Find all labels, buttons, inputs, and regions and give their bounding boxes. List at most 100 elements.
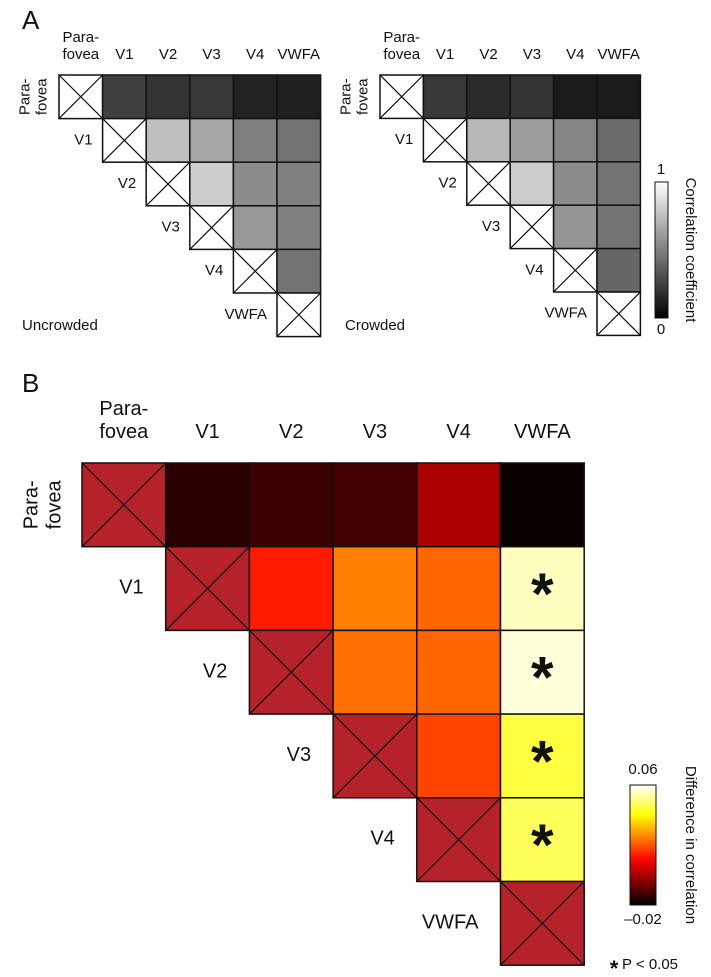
column-label-line: V1 [115,46,133,63]
heatmap-cell [189,117,235,163]
row-label-line: V2 [438,174,456,191]
panel-annotation: Uncrowded [22,317,98,334]
row-label: VWFA [544,305,587,322]
row-label-line: V3 [161,219,179,236]
panel-letter: A [22,5,40,35]
heatmap-cell [232,161,278,207]
diagonal-cross [189,205,234,250]
colorbar-tick-label: 0 [657,321,665,338]
row-label-line: V4 [370,828,394,850]
heatmap-cell [416,462,502,548]
column-label: Para-fovea [99,398,149,443]
heatmap-cell [248,462,334,548]
heatmap-cell [509,74,555,120]
heatmap-cell [145,74,191,120]
colorbar-tick-label: –0.02 [624,911,662,928]
column-label-line: V1 [195,421,219,443]
colorbar-label: Correlation coefficient [682,178,699,324]
heatmap-cell [276,205,322,251]
colorbar-label: Difference in correlation [682,766,699,924]
row-label-line: Para- [21,480,43,529]
heatmap-cell [276,117,322,163]
column-label: V3 [363,421,387,443]
row-label: VWFA [224,306,267,323]
heatmap-cell [416,713,502,799]
column-label: V1 [115,46,133,63]
heatmap-cell [145,117,191,163]
heatmap-cell [509,161,555,206]
row-label-line: V1 [395,131,413,148]
column-label: Para-fovea [383,29,420,63]
row-label: V1 [74,131,92,148]
row-label: V2 [438,174,456,191]
note-marker: * [610,956,619,977]
colorbar [629,784,657,906]
heatmap-cell [332,545,418,632]
column-label-line: V2 [159,46,177,63]
row-label: V4 [205,262,223,279]
diagonal-cross [553,248,598,293]
row-label-line: VWFA [224,306,267,323]
diagonal-cross [165,546,250,631]
column-label-line: V1 [436,46,454,63]
heatmap-cell [596,74,642,120]
heatmap-cell [499,629,585,715]
heatmap-cell [596,204,642,250]
column-label: VWFA [597,46,640,63]
heatmap-cell [499,545,585,632]
column-label-line: VWFA [597,46,640,63]
column-label-line: V2 [279,421,303,443]
column-label-line: Para- [99,398,148,420]
column-label-line: fovea [383,46,420,63]
column-label: V1 [436,46,454,63]
diagonal-cross [276,292,322,338]
row-label: VWFA [422,912,479,934]
heatmap-cell [189,74,235,120]
column-label-line: V4 [246,46,264,63]
column-label-line: V2 [479,46,497,63]
heatmap-cell [232,117,278,163]
heatmap-cell [422,74,468,120]
column-label: VWFA [514,421,571,443]
row-label: V2 [118,175,136,192]
diagonal-cross [500,881,585,966]
row-label: V3 [482,218,500,235]
heatmap-cell [276,248,322,294]
column-label-line: fovea [62,46,99,63]
row-label: Para-fovea [337,78,371,115]
diagonal-cross [379,74,424,119]
column-label-line: V4 [446,421,470,443]
column-label-line: V3 [363,421,387,443]
heatmap-cell [552,74,598,120]
row-label-line: VWFA [544,305,587,322]
column-label-line: fovea [99,421,149,443]
heatmap-cell [466,74,511,120]
diagonal-cross [232,248,278,294]
column-label: V2 [159,46,177,63]
row-label-line: V2 [118,175,136,192]
heatmap-cell [416,545,502,632]
colorbar-tick-label: 1 [657,161,665,178]
column-label-line: VWFA [278,46,321,63]
row-label-line: Para- [16,78,33,115]
column-label: V3 [523,46,541,63]
significance-marker: * [531,729,554,794]
row-label-line: fovea [355,78,372,115]
heatmap-cell [416,629,502,715]
significance-marker: * [531,646,554,711]
diagonal-cross [416,797,501,882]
heatmap-cell [232,74,278,120]
diagonal-cross [81,462,167,548]
heatmap-cell [499,713,585,799]
diagonal-cross [422,117,468,163]
column-label-line: V3 [202,46,220,63]
heatmap-cell [248,545,334,632]
diagonal-cross [102,118,147,163]
heatmap-cell [552,161,598,206]
row-label-line: fovea [34,78,51,115]
row-label: Para-fovea [21,480,66,530]
row-label: V4 [525,261,543,278]
diagonal-cross [596,291,641,336]
heatmap-cell [466,117,511,163]
diagonal-cross [466,161,511,206]
